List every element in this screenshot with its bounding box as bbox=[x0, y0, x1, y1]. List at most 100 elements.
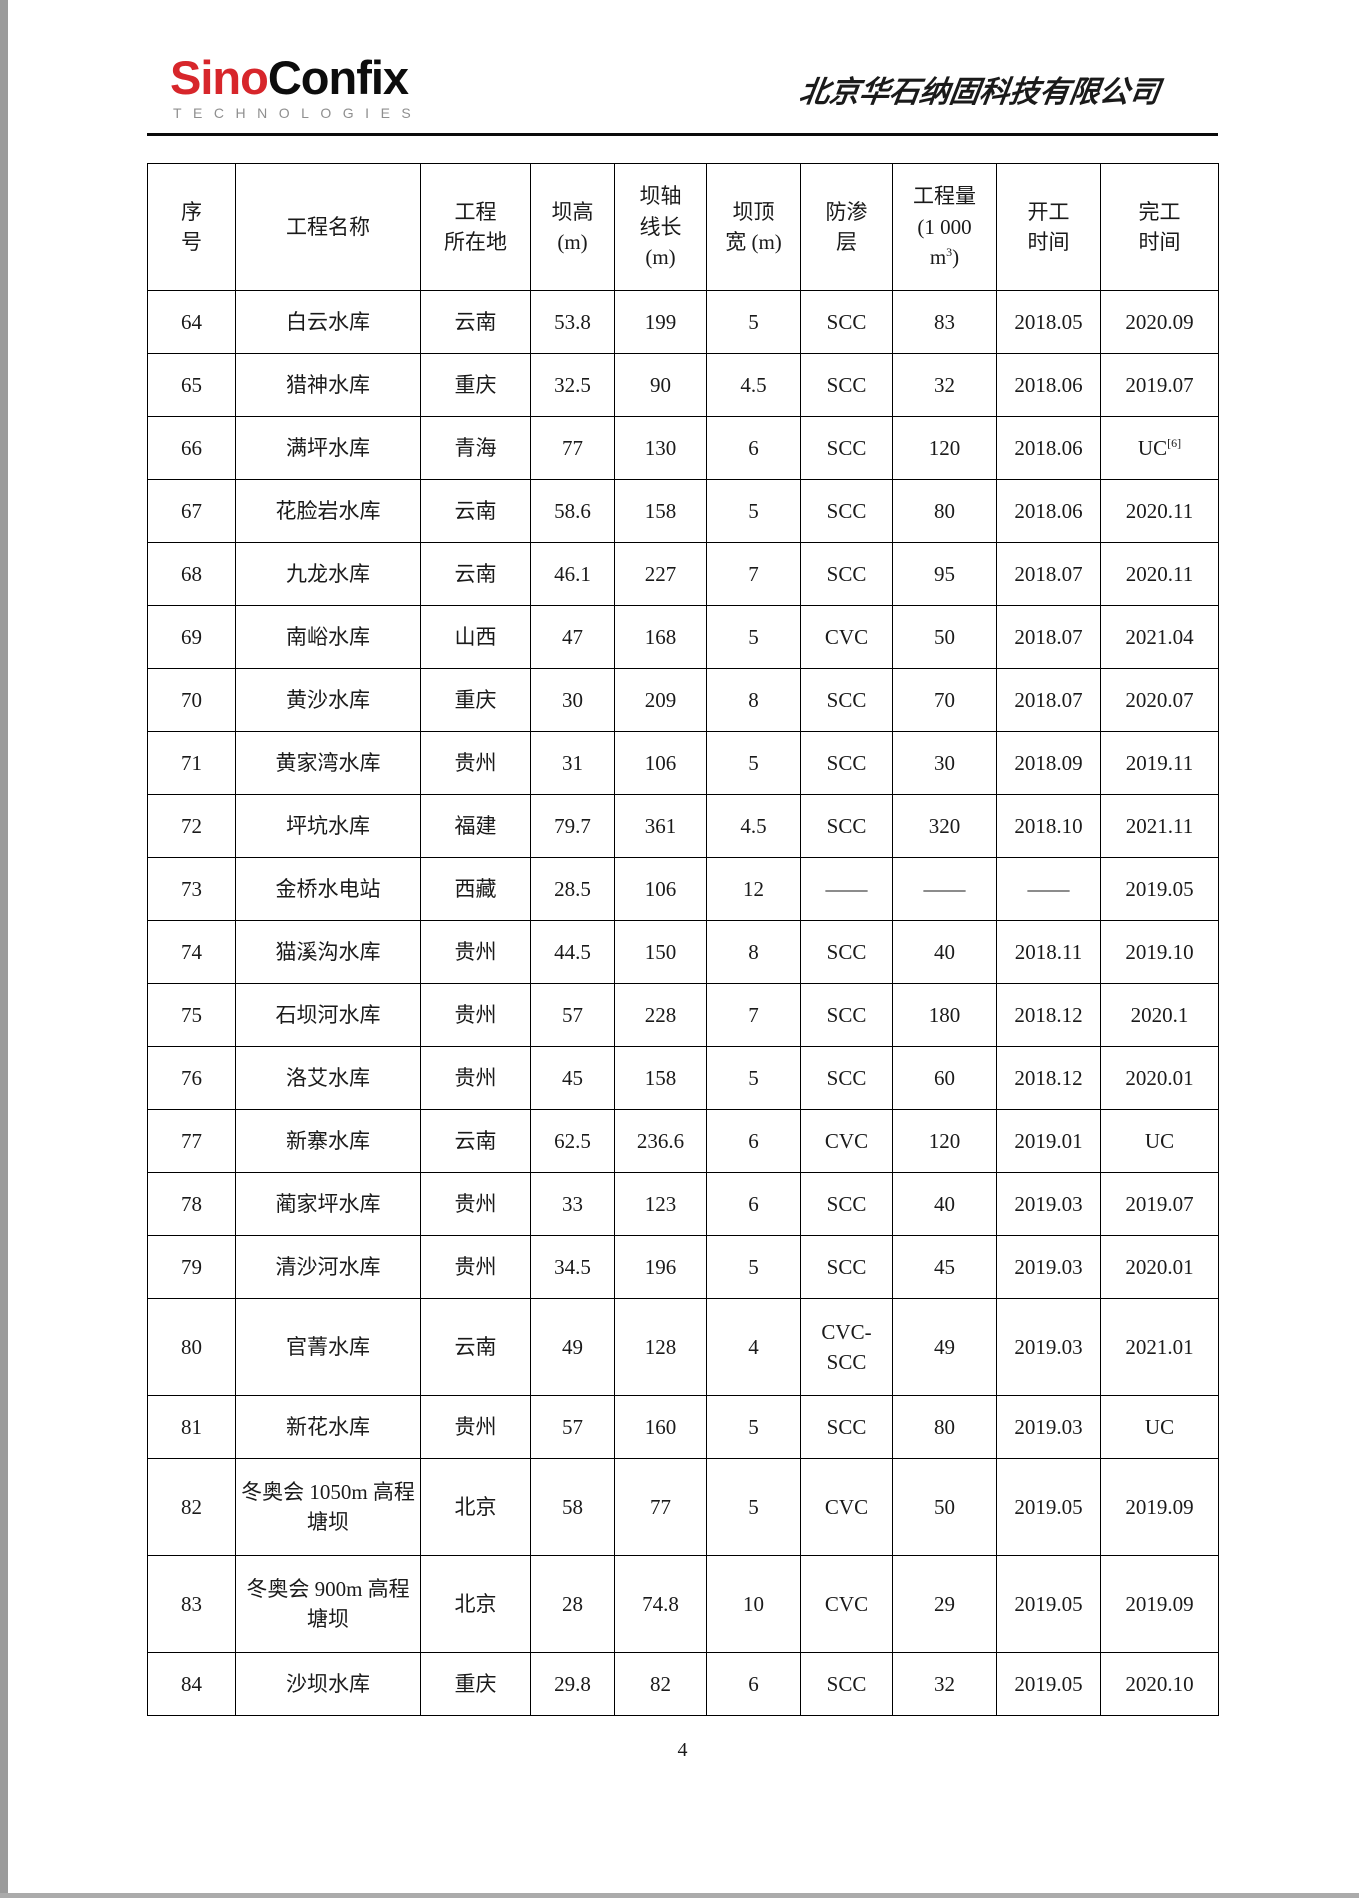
column-header-6: 防渗层 bbox=[800, 163, 893, 291]
cell-crest_width: 5 bbox=[706, 1046, 801, 1110]
cell-seepage: SCC bbox=[800, 983, 893, 1047]
cell-crest_width: 6 bbox=[706, 416, 801, 480]
cell-axis_length: 361 bbox=[614, 794, 707, 858]
cell-location: 云南 bbox=[420, 479, 531, 543]
cell-location: 贵州 bbox=[420, 1046, 531, 1110]
cell-crest_width: 7 bbox=[706, 983, 801, 1047]
cell-quantity: 29 bbox=[892, 1555, 997, 1653]
cell-finish: 2020.1 bbox=[1100, 983, 1219, 1047]
cell-no: 80 bbox=[147, 1298, 236, 1396]
cell-no: 64 bbox=[147, 290, 236, 354]
cell-quantity: 60 bbox=[892, 1046, 997, 1110]
cell-finish: 2019.07 bbox=[1100, 353, 1219, 417]
cell-dam_height: 62.5 bbox=[530, 1109, 615, 1173]
company-logo: SinoConfix TECHNOLOGIES bbox=[170, 54, 422, 121]
page-bottom-edge bbox=[0, 1893, 1359, 1898]
table-row: 67 花脸岩水库 云南 58.6 158 5 SCC 80 2018.06 2020.11 bbox=[147, 479, 1219, 543]
cell-name: 蔺家坪水库 bbox=[235, 1172, 421, 1236]
cell-location: 贵州 bbox=[420, 983, 531, 1047]
cell-location: 贵州 bbox=[420, 1395, 531, 1459]
cell-location: 贵州 bbox=[420, 920, 531, 984]
column-header-8: 开工 时间 bbox=[996, 163, 1101, 291]
cell-location: 青海 bbox=[420, 416, 531, 480]
cell-crest_width: 8 bbox=[706, 668, 801, 732]
table-row: 74 猫溪沟水库 贵州 44.5 150 8 SCC 40 2018.11 2019.10 bbox=[147, 920, 1219, 984]
cell-start: 2019.05 bbox=[996, 1458, 1101, 1556]
cell-seepage: SCC bbox=[800, 416, 893, 480]
cell-start: 2018.10 bbox=[996, 794, 1101, 858]
logo-wordmark: SinoConfix bbox=[170, 54, 422, 101]
cell-quantity: 120 bbox=[892, 416, 997, 480]
table-row: 70 黄沙水库 重庆 30 209 8 SCC 70 2018.07 2020.07 bbox=[147, 668, 1219, 732]
cell-location: 福建 bbox=[420, 794, 531, 858]
cell-location: 重庆 bbox=[420, 668, 531, 732]
cell-start: 2018.07 bbox=[996, 605, 1101, 669]
cell-location: 西藏 bbox=[420, 857, 531, 921]
cell-location: 重庆 bbox=[420, 1652, 531, 1716]
cell-seepage: CVC bbox=[800, 605, 893, 669]
cell-no: 70 bbox=[147, 668, 236, 732]
cell-no: 67 bbox=[147, 479, 236, 543]
cell-seepage: CVC bbox=[800, 1458, 893, 1556]
cell-dam_height: 79.7 bbox=[530, 794, 615, 858]
cell-start: 2019.03 bbox=[996, 1172, 1101, 1236]
cell-no: 78 bbox=[147, 1172, 236, 1236]
cell-no: 74 bbox=[147, 920, 236, 984]
cell-start: 2019.03 bbox=[996, 1395, 1101, 1459]
table-row: 78 蔺家坪水库 贵州 33 123 6 SCC 40 2019.03 2019.07 bbox=[147, 1172, 1219, 1236]
cell-start: 2018.11 bbox=[996, 920, 1101, 984]
cell-finish: UC bbox=[1100, 1109, 1219, 1173]
cell-name: 白云水库 bbox=[235, 290, 421, 354]
table-header: 序号工程名称 工程 所在地 坝高 (m) 坝轴 线长 (m) 坝顶宽 (m) 防渗层工程量 (1 0… bbox=[147, 163, 1219, 291]
cell-start: 2018.06 bbox=[996, 353, 1101, 417]
cell-no: 65 bbox=[147, 353, 236, 417]
cell-dam_height: 57 bbox=[530, 983, 615, 1047]
cell-axis_length: 74.8 bbox=[614, 1555, 707, 1653]
cell-name: 猫溪沟水库 bbox=[235, 920, 421, 984]
cell-dam_height: 58.6 bbox=[530, 479, 615, 543]
cell-start: 2019.03 bbox=[996, 1298, 1101, 1396]
cell-dam_height: 53.8 bbox=[530, 290, 615, 354]
cell-quantity: 120 bbox=[892, 1109, 997, 1173]
cell-axis_length: 160 bbox=[614, 1395, 707, 1459]
cell-seepage: SCC bbox=[800, 542, 893, 606]
cell-name: 满坪水库 bbox=[235, 416, 421, 480]
cell-no: 72 bbox=[147, 794, 236, 858]
cell-dam_height: 44.5 bbox=[530, 920, 615, 984]
cell-seepage: CVC bbox=[800, 1555, 893, 1653]
cell-finish: 2020.01 bbox=[1100, 1046, 1219, 1110]
cell-name: 冬奥会 1050m 高程塘坝 bbox=[235, 1458, 421, 1556]
cell-crest_width: 8 bbox=[706, 920, 801, 984]
cell-start: 2018.12 bbox=[996, 983, 1101, 1047]
cell-axis_length: 90 bbox=[614, 353, 707, 417]
cell-name: 新寨水库 bbox=[235, 1109, 421, 1173]
cell-dam_height: 77 bbox=[530, 416, 615, 480]
cell-no: 69 bbox=[147, 605, 236, 669]
cell-name: 清沙河水库 bbox=[235, 1235, 421, 1299]
cell-crest_width: 5 bbox=[706, 1395, 801, 1459]
cell-start: 2019.05 bbox=[996, 1652, 1101, 1716]
cell-no: 79 bbox=[147, 1235, 236, 1299]
cell-start: 2018.06 bbox=[996, 479, 1101, 543]
table-header-row: 序号工程名称 工程 所在地 坝高 (m) 坝轴 线长 (m) 坝顶宽 (m) 防渗层工程量 (1 0… bbox=[147, 163, 1219, 291]
cell-quantity: 80 bbox=[892, 479, 997, 543]
cell-axis_length: 106 bbox=[614, 731, 707, 795]
page-content: SinoConfix TECHNOLOGIES 北京华石纳固科技有限公司 序号工… bbox=[147, 0, 1219, 1762]
cell-quantity: 80 bbox=[892, 1395, 997, 1459]
cell-axis_length: 228 bbox=[614, 983, 707, 1047]
cell-axis_length: 168 bbox=[614, 605, 707, 669]
cell-seepage: SCC bbox=[800, 1652, 893, 1716]
cell-start: 2018.06 bbox=[996, 416, 1101, 480]
cell-quantity: 40 bbox=[892, 920, 997, 984]
table-row: 79 清沙河水库 贵州 34.5 196 5 SCC 45 2019.03 2020.01 bbox=[147, 1235, 1219, 1299]
cell-crest_width: 5 bbox=[706, 1235, 801, 1299]
table-row: 80 官菁水库 云南 49 128 4 CVC- SCC 49 2019.03 2021.01 bbox=[147, 1298, 1219, 1396]
cell-start: 2019.05 bbox=[996, 1555, 1101, 1653]
cell-crest_width: 5 bbox=[706, 731, 801, 795]
cell-finish: 2020.09 bbox=[1100, 290, 1219, 354]
table-row: 69 南峪水库 山西 47 168 5 CVC 50 2018.07 2021.04 bbox=[147, 605, 1219, 669]
cell-location: 贵州 bbox=[420, 1172, 531, 1236]
table-row: 75 石坝河水库 贵州 57 228 7 SCC 180 2018.12 2020.1 bbox=[147, 983, 1219, 1047]
cell-crest_width: 4 bbox=[706, 1298, 801, 1396]
